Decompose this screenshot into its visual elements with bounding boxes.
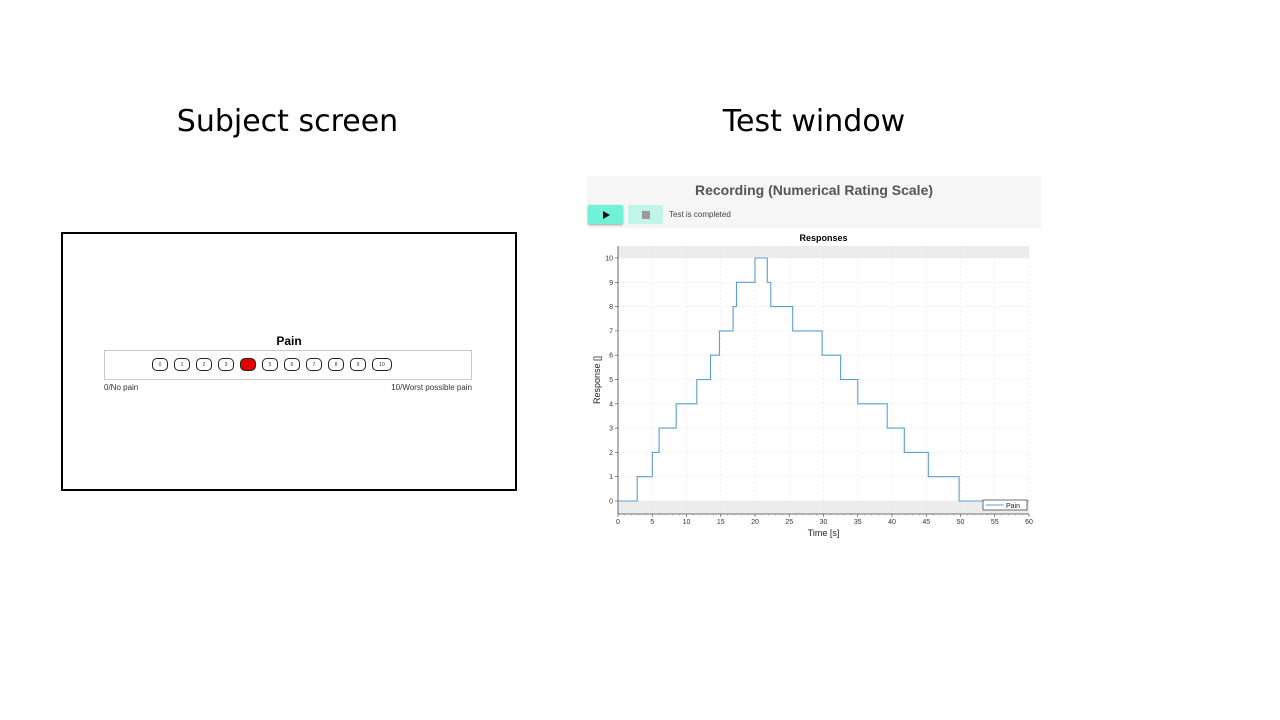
subject-screen: Pain 0 1 2 3 4 5 6 7 8 9 10 0/No pain 10/Worst pos… <box>61 232 517 491</box>
rating-button-3[interactable]: 3 <box>218 358 234 371</box>
y-tick-label: 0 <box>609 499 613 506</box>
play-icon <box>603 210 610 219</box>
stop-icon <box>641 210 650 219</box>
subject-screen-heading: Subject screen <box>176 104 399 139</box>
rating-button-group: 0 1 2 3 4 5 6 7 8 9 10 <box>152 358 392 372</box>
rating-button-10[interactable]: 10 <box>372 358 392 371</box>
play-button[interactable] <box>588 205 623 224</box>
x-tick-label: 50 <box>957 519 965 526</box>
x-tick-label: 60 <box>1025 519 1033 526</box>
rating-button-2[interactable]: 2 <box>196 358 212 371</box>
scale-max-anchor: 10/Worst possible pain <box>391 383 472 392</box>
x-tick-label: 5 <box>650 519 654 526</box>
y-tick-label: 5 <box>609 377 613 384</box>
y-tick-label: 6 <box>609 353 613 360</box>
rating-button-5[interactable]: 5 <box>262 358 278 371</box>
y-tick-label: 8 <box>609 304 613 311</box>
rating-button-6[interactable]: 6 <box>284 358 300 371</box>
responses-chart: 0 5 10 15 20 25 30 35 40 45 50 55 60012345678910Resp… <box>592 233 1033 538</box>
rating-scale: 0 1 2 3 4 5 6 7 8 9 10 <box>104 350 472 380</box>
series-line-pain <box>618 257 1029 502</box>
y-tick-label: 1 <box>609 474 613 481</box>
x-tick-label: 30 <box>820 519 828 526</box>
x-tick-label: 25 <box>785 519 793 526</box>
status-text: Test is completed <box>669 210 731 219</box>
chart-title: Responses <box>799 233 847 243</box>
scale-min-anchor: 0/No pain <box>104 383 139 392</box>
x-tick-label: 45 <box>922 519 930 526</box>
y-tick-label: 4 <box>609 401 613 408</box>
rating-button-1[interactable]: 1 <box>174 358 190 371</box>
rating-button-0[interactable]: 0 <box>152 358 168 371</box>
x-tick-label: 20 <box>751 519 759 526</box>
test-window-toolbar: Recording (Numerical Rating Scale) Test … <box>587 176 1041 228</box>
stop-button[interactable] <box>628 205 663 224</box>
y-axis-label: Response [] <box>592 356 602 404</box>
recording-title: Recording (Numerical Rating Scale) <box>694 182 934 198</box>
x-axis-label: Time [s] <box>808 528 840 538</box>
x-tick-label: 40 <box>888 519 896 526</box>
y-tick-label: 10 <box>605 256 613 263</box>
rating-button-9[interactable]: 9 <box>350 358 366 371</box>
rating-button-8[interactable]: 8 <box>328 358 344 371</box>
x-tick-label: 55 <box>991 519 999 526</box>
test-window-heading: Test window <box>722 104 906 139</box>
x-tick-label: 15 <box>717 519 725 526</box>
rating-button-4[interactable]: 4 <box>240 358 256 371</box>
y-tick-label: 7 <box>609 328 613 335</box>
y-tick-label: 3 <box>609 426 613 433</box>
legend-box <box>982 499 1028 511</box>
x-tick-label: 0 <box>616 519 620 526</box>
rating-button-7[interactable]: 7 <box>306 358 322 371</box>
pain-scale-title: Pain <box>276 334 302 348</box>
y-tick-label: 9 <box>609 280 613 287</box>
legend-label: Pain <box>1006 503 1020 510</box>
x-tick-label: 35 <box>854 519 862 526</box>
x-tick-label: 10 <box>683 519 691 526</box>
y-tick-label: 2 <box>609 450 613 457</box>
